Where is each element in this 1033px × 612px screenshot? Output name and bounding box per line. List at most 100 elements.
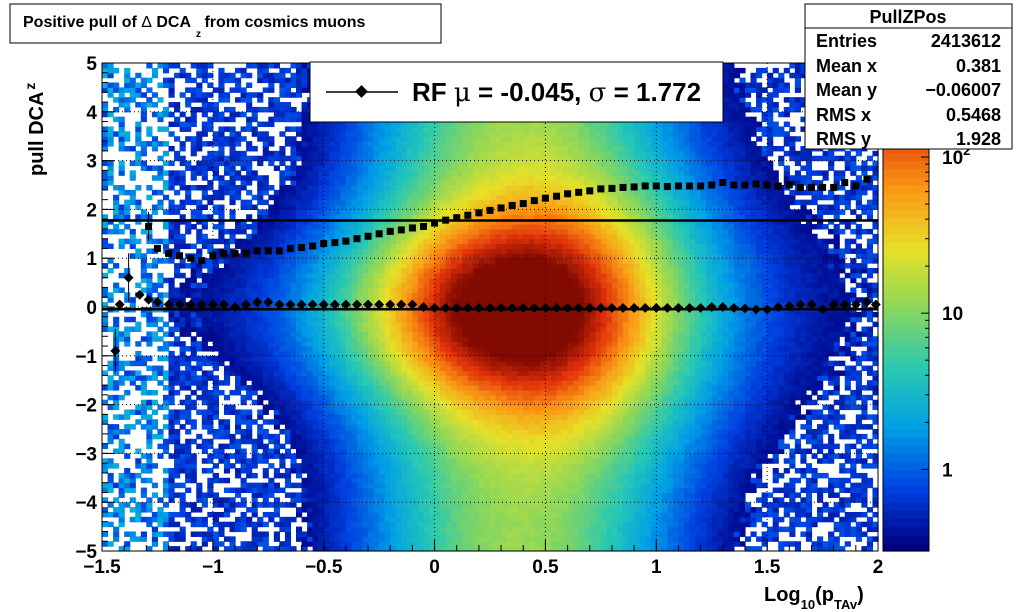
heatmap-cell: [235, 238, 242, 245]
heatmap-cell: [223, 497, 231, 503]
heatmap-cell: [395, 419, 402, 425]
heatmap-cell: [323, 346, 330, 352]
heatmap-cell: [312, 409, 319, 415]
heatmap-cell: [190, 321, 197, 328]
heatmap-cell: [162, 487, 170, 494]
heatmap-cell: [368, 126, 375, 132]
heatmap-cell: [429, 316, 436, 323]
heatmap-cell: [229, 214, 236, 220]
heatmap-cell: [273, 404, 280, 411]
heatmap-cell: [440, 536, 447, 542]
heatmap-cell: [190, 404, 197, 411]
heatmap-cell: [279, 487, 286, 494]
heatmap-cell: [262, 63, 269, 69]
heatmap-cell: [390, 321, 397, 328]
heatmap-cell: [246, 385, 253, 391]
heatmap-cell: [207, 404, 214, 411]
heatmap-cell: [312, 185, 319, 191]
heatmap-cell: [190, 336, 197, 342]
heatmap-cell: [151, 302, 159, 308]
heatmap-cell: [406, 355, 413, 362]
heatmap-cell: [312, 199, 319, 206]
heatmap-cell: [179, 170, 186, 176]
heatmap-cell: [162, 404, 170, 411]
heatmap-cell: [179, 316, 186, 323]
heatmap-cell: [185, 97, 192, 103]
heatmap-cell: [395, 282, 402, 289]
heatmap-cell: [356, 419, 364, 425]
heatmap-cell: [229, 453, 236, 459]
heatmap-cell: [384, 165, 391, 171]
heatmap-cell: [284, 424, 292, 430]
heatmap-cell: [235, 321, 242, 328]
heatmap-cell: [185, 224, 192, 230]
heatmap-cell: [196, 321, 203, 328]
heatmap-cell: [129, 97, 136, 103]
heatmap-cell: [312, 311, 319, 318]
heatmap-cell: [235, 414, 242, 420]
heatmap-cell: [451, 546, 458, 552]
heatmap-cell: [340, 126, 347, 132]
heatmap-cell: [284, 287, 292, 293]
heatmap-cell: [240, 433, 247, 440]
heatmap-cell: [373, 282, 380, 289]
heatmap-cell: [229, 507, 236, 513]
heatmap-cell: [323, 214, 330, 220]
heatmap-cell: [406, 243, 413, 250]
heatmap-cell: [273, 375, 280, 381]
heatmap-cell: [290, 380, 297, 386]
heatmap-cell: [301, 385, 308, 391]
heatmap-cell: [118, 448, 125, 454]
heatmap-cell: [212, 248, 219, 254]
heatmap-cell: [329, 541, 336, 547]
heatmap-cell: [246, 394, 253, 401]
heatmap-cell: [434, 497, 441, 503]
heatmap-cell: [301, 492, 308, 498]
heatmap-cell: [168, 472, 175, 479]
heatmap-cell: [240, 511, 247, 518]
heatmap-cell: [417, 311, 425, 318]
heatmap-cell: [168, 121, 175, 128]
heatmap-cell: [445, 399, 452, 406]
heatmap-cell: [301, 541, 308, 547]
heatmap-cell: [246, 375, 253, 381]
heatmap-cell: [284, 238, 292, 245]
heatmap-cell: [401, 277, 408, 284]
heatmap-cell: [323, 297, 330, 303]
heatmap-cell: [246, 92, 253, 98]
heatmap-cell: [174, 204, 181, 210]
heatmap-cell: [240, 277, 247, 284]
heatmap-cell: [395, 155, 402, 162]
heatmap-cell: [351, 385, 358, 391]
heatmap-cell: [368, 443, 375, 450]
heatmap-cell: [174, 243, 181, 250]
heatmap-cell: [395, 336, 402, 342]
heatmap-cell: [368, 355, 375, 362]
heatmap-cell: [273, 502, 280, 508]
heatmap-cell: [107, 394, 114, 401]
heatmap-cell: [179, 399, 186, 406]
heatmap-cell: [251, 170, 258, 176]
heatmap-cell: [356, 360, 364, 367]
heatmap-cell: [423, 121, 430, 128]
heatmap-cell: [196, 204, 203, 210]
heatmap-cell: [168, 433, 175, 440]
heatmap-cell: [345, 365, 353, 372]
heatmap-cell: [118, 185, 125, 191]
heatmap-cell: [434, 438, 441, 445]
heatmap-cell: [307, 126, 314, 132]
heatmap-cell: [207, 443, 214, 450]
heatmap-cell: [356, 541, 364, 547]
heatmap-cell: [440, 267, 447, 274]
heatmap-cell: [124, 414, 131, 420]
heatmap-cell: [329, 292, 336, 298]
heatmap-cell: [390, 487, 397, 494]
heatmap-cell: [379, 121, 386, 128]
heatmap-cell: [440, 350, 447, 357]
heatmap-cell: [318, 468, 325, 474]
heatmap-cell: [196, 492, 203, 498]
heatmap-cell: [118, 380, 125, 386]
heatmap-cell: [257, 350, 264, 357]
heatmap-cell: [151, 370, 159, 376]
heatmap-cell: [395, 487, 402, 494]
